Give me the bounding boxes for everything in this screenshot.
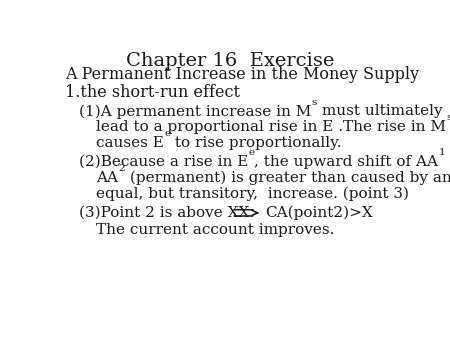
Text: (permanent) is greater than caused by an: (permanent) is greater than caused by an xyxy=(125,171,450,185)
Text: Chapter 16  Exercise: Chapter 16 Exercise xyxy=(126,52,335,70)
Text: must ultimately: must ultimately xyxy=(317,104,442,118)
Text: The current account improves.: The current account improves. xyxy=(96,223,335,237)
Text: 1: 1 xyxy=(438,148,445,157)
Text: 1.the short-run effect: 1.the short-run effect xyxy=(65,84,240,101)
Text: s: s xyxy=(446,113,450,122)
Text: (1)A permanent increase in M: (1)A permanent increase in M xyxy=(79,104,311,119)
Text: 2: 2 xyxy=(118,164,125,173)
Text: (2)Because a rise in E: (2)Because a rise in E xyxy=(79,154,248,169)
Text: to rise proportionally.: to rise proportionally. xyxy=(171,136,342,150)
Text: e: e xyxy=(164,129,171,138)
Text: CA(point2)>X: CA(point2)>X xyxy=(265,206,373,220)
Text: causes E: causes E xyxy=(96,136,164,150)
Text: e: e xyxy=(248,148,254,157)
Text: s: s xyxy=(311,98,317,107)
Text: lead to a proportional rise in E .The rise in M: lead to a proportional rise in E .The ri… xyxy=(96,120,446,134)
Text: AA: AA xyxy=(96,171,118,185)
Text: , the upward shift of AA: , the upward shift of AA xyxy=(254,154,438,169)
Text: A Permanent Increase in the Money Supply: A Permanent Increase in the Money Supply xyxy=(65,66,419,83)
Text: to: to xyxy=(445,154,450,169)
Text: (3)Point 2 is above XX: (3)Point 2 is above XX xyxy=(79,206,249,220)
Text: equal, but transitory,  increase. (point 3): equal, but transitory, increase. (point … xyxy=(96,187,410,201)
